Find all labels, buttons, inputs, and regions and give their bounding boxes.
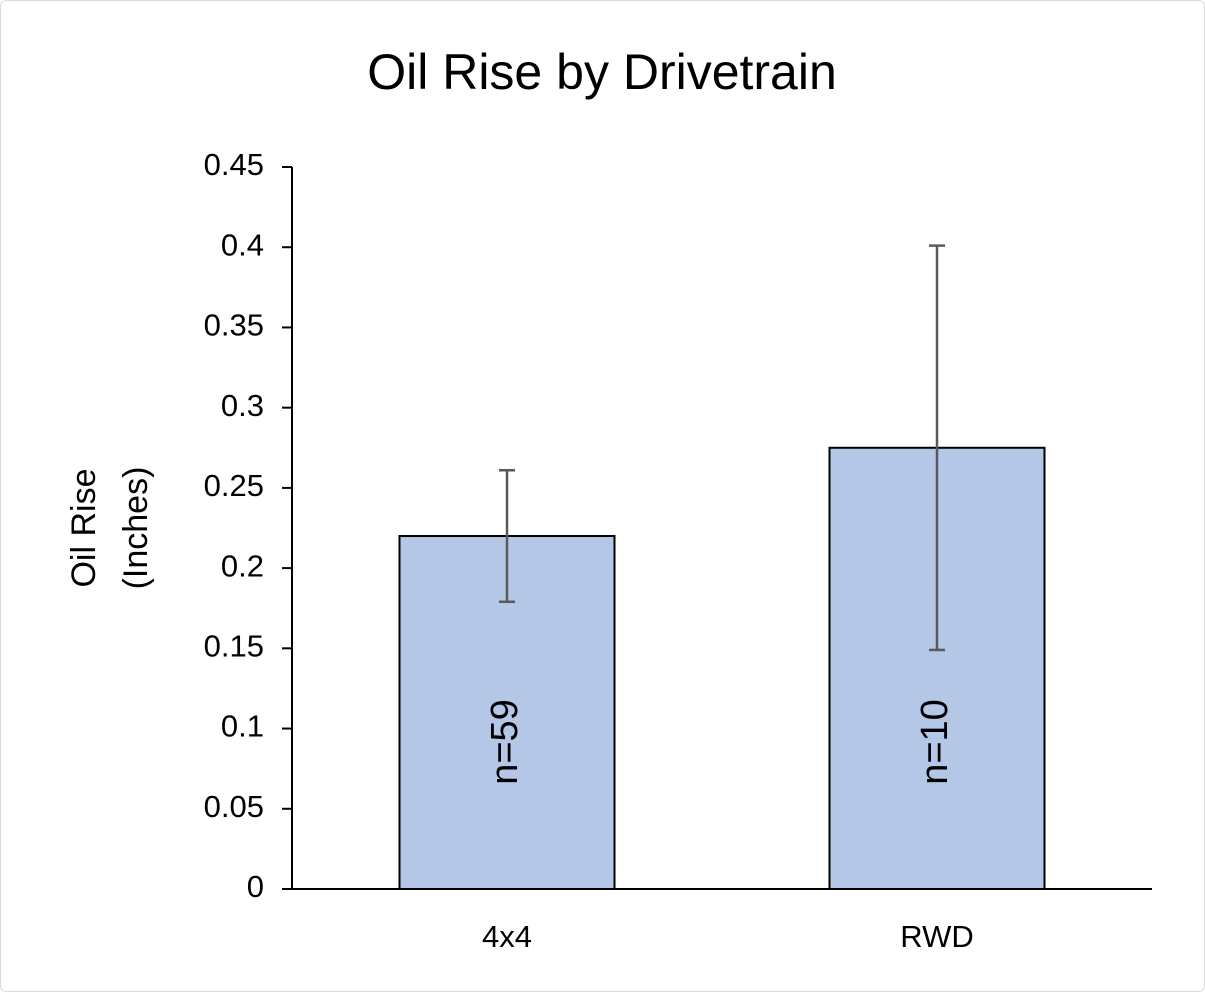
y-axis-label: Oil Rise [65, 468, 103, 587]
y-tick-label: 0.2 [221, 548, 264, 583]
y-tick-label: 0.1 [221, 709, 264, 744]
y-tick-label: 0.25 [204, 468, 264, 503]
chart-title: Oil Rise by Drivetrain [367, 44, 837, 100]
y-tick-label: 0.45 [204, 147, 264, 182]
y-axis-label: (Inches) [117, 467, 155, 590]
y-tick-label: 0.35 [204, 308, 264, 343]
y-tick-label: 0.15 [204, 629, 264, 664]
bar-label: n=59 [484, 699, 526, 785]
bar-label: n=10 [914, 699, 956, 785]
x-tick-label: RWD [900, 919, 973, 954]
y-tick-label: 0.3 [221, 388, 264, 423]
y-tick-label: 0 [247, 869, 264, 904]
x-tick-label: 4x4 [482, 919, 532, 954]
y-tick-label: 0.4 [221, 227, 264, 262]
y-tick-label: 0.05 [204, 789, 264, 824]
